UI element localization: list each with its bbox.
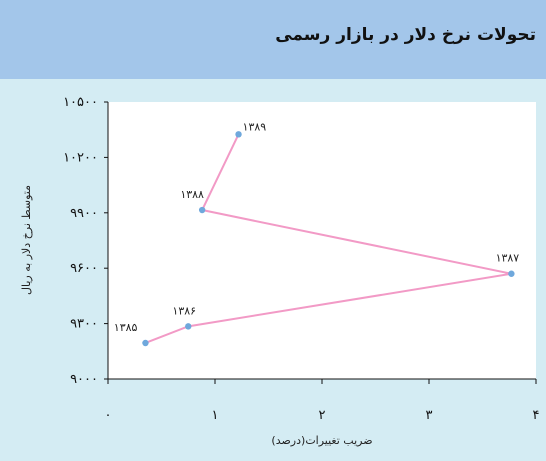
data-point [198,206,206,214]
data-point [142,339,149,347]
y-axis-label: متوسط نرخ دلار به ریال [20,185,33,295]
x-axis-ticks: ۰ ۱ ۲ ۳ ۴ [105,379,540,423]
data-point [508,270,515,277]
y-tick-label: ۹۶۰۰ [70,261,98,276]
data-label: ۱۳۸۹ [243,120,267,133]
data-label: ۱۳۸۸ [180,188,204,201]
y-axis-ticks: ۹۰۰۰ ۹۳۰۰ ۹۶۰۰ ۹۹۰۰ ۱۰۲۰۰ ۱۰۵۰۰ [63,95,108,387]
x-axis-label: ضریب تغییرات(درصد) [271,434,372,447]
series-group: ۱۳۸۵ ۱۳۸۶ ۱۳۸۷ ۱۳۸۸ ۱۳۸۹ [114,120,520,347]
x-tick-label: ۲ [319,408,326,423]
data-label: ۱۳۸۶ [172,304,196,317]
y-tick-label: ۹۰۰۰ [70,372,98,387]
y-tick-label: ۱۰۵۰۰ [63,95,98,110]
chart-title: تحولات نرخ دلار در بازار رسمی [275,25,536,45]
y-tick-label: ۹۳۰۰ [70,317,98,332]
header-bar: تحولات نرخ دلار در بازار رسمی [0,0,546,79]
data-point [185,323,192,330]
x-tick-label: ۴ [533,408,540,423]
x-tick-label: ۳ [426,408,433,423]
y-tick-label: ۱۰۲۰۰ [63,150,98,165]
data-point [235,131,242,138]
data-label: ۱۳۸۵ [114,321,138,334]
x-tick-label: ۰ [105,408,112,423]
data-label: ۱۳۸۷ [496,252,520,265]
x-tick-label: ۱ [212,408,219,423]
y-tick-label: ۹۹۰۰ [70,206,98,221]
plot-area [108,102,536,379]
